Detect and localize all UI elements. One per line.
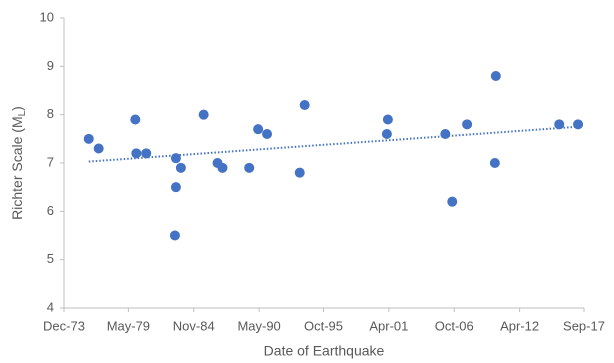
x-tick-label: Apr-12 xyxy=(500,318,539,333)
data-point xyxy=(198,109,209,120)
trendline xyxy=(88,125,579,163)
data-point xyxy=(299,100,310,110)
data-point xyxy=(93,143,104,154)
y-label-sub: L xyxy=(17,110,28,116)
x-tick-label: Sep-17 xyxy=(563,318,605,333)
x-tick-label: Apr-01 xyxy=(369,318,408,333)
x-tick-label: Dec-73 xyxy=(43,318,85,333)
x-tick-label: Oct-06 xyxy=(435,318,474,333)
data-point xyxy=(170,182,181,193)
data-point xyxy=(217,162,228,173)
data-point xyxy=(462,119,473,130)
data-point xyxy=(169,230,180,241)
y-label-end: ) xyxy=(9,106,25,111)
data-point xyxy=(382,114,393,125)
y-tick-label: 5 xyxy=(47,251,54,266)
data-point xyxy=(447,196,458,207)
data-point xyxy=(381,129,392,139)
y-tick-label: 8 xyxy=(47,106,54,121)
data-point xyxy=(83,133,94,144)
data-point xyxy=(440,129,451,139)
data-point xyxy=(262,129,273,139)
data-point xyxy=(573,119,584,130)
y-tick-label: 10 xyxy=(40,9,54,24)
data-point xyxy=(554,119,565,130)
y-tick-label: 4 xyxy=(47,299,54,314)
data-point xyxy=(131,148,142,159)
data-point xyxy=(130,114,141,125)
x-tick-label: Nov-84 xyxy=(173,318,215,333)
data-point xyxy=(294,167,305,178)
data-point xyxy=(253,124,264,135)
data-point xyxy=(141,148,152,159)
y-label-main: Richter Scale (M xyxy=(9,116,25,219)
data-point xyxy=(170,153,181,164)
y-axis-label: Richter Scale (ML) xyxy=(9,106,28,220)
x-tick-label: May-79 xyxy=(107,318,150,333)
data-point xyxy=(244,162,255,173)
y-tick-label: 9 xyxy=(47,58,54,73)
y-tick-label: 6 xyxy=(47,203,54,218)
x-tick-label: Oct-95 xyxy=(304,318,343,333)
x-tick-label: May-90 xyxy=(237,318,280,333)
data-point xyxy=(489,158,500,168)
y-tick-label: 7 xyxy=(47,154,54,169)
x-axis-label: Date of Earthquake xyxy=(264,343,385,359)
data-point xyxy=(175,162,186,173)
data-point xyxy=(490,71,501,81)
